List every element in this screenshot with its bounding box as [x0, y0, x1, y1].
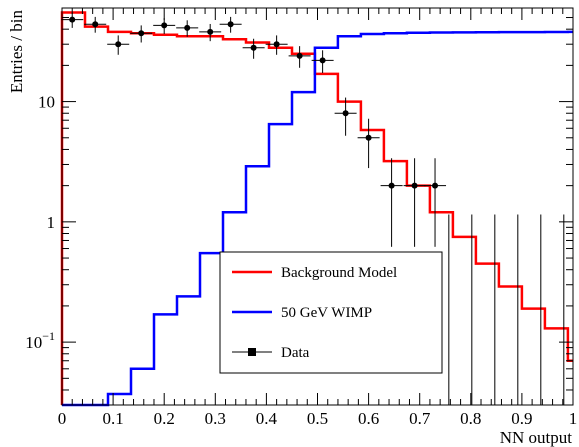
legend-label-50-gev-wimp: 50 GeV WIMP — [281, 305, 372, 321]
data-point — [365, 134, 372, 141]
series-50-gev-wimp-line — [62, 30, 573, 407]
axes: 0 0.1 0.2 0.3 0.4 0.5 0.6 0.7 0.8 0.9 1 10−1 1 10 — [25, 7, 578, 428]
data-point — [319, 57, 326, 64]
data-point — [388, 182, 395, 189]
legend-label-data: Data — [281, 345, 310, 361]
x-tick-label: 0.6 — [358, 409, 379, 428]
data-point — [273, 41, 280, 48]
data-point — [138, 30, 145, 37]
y-axis-title: Entries / bin — [7, 10, 26, 94]
x-tick-label: 0.5 — [307, 409, 328, 428]
data-point — [161, 22, 168, 29]
y-tick-label: 10−1 — [25, 329, 55, 352]
y-tick-label: 1 — [47, 213, 56, 232]
x-tick-label: 0.4 — [256, 409, 278, 428]
x-tick-label: 0.2 — [154, 409, 175, 428]
x-tick-label: 0.7 — [409, 409, 431, 428]
data-point — [207, 28, 214, 35]
data-point — [69, 16, 76, 23]
plot-area — [60, 11, 573, 407]
x-axis-title: NN output — [500, 428, 573, 447]
data-point — [296, 52, 303, 59]
legend: Background Model 50 GeV WIMP Data — [219, 251, 443, 374]
data-point — [227, 21, 234, 28]
data-point — [411, 182, 418, 189]
legend-label-background-model: Background Model — [281, 265, 397, 281]
data-point — [92, 21, 99, 28]
data-point — [432, 182, 439, 189]
data-point — [184, 24, 191, 31]
data-point — [250, 44, 257, 51]
x-tick-label: 0.3 — [205, 409, 226, 428]
x-tick-label: 1 — [569, 409, 578, 428]
legend-marker-data — [248, 348, 256, 356]
x-tick-label: 0.9 — [511, 409, 532, 428]
data-point — [342, 110, 349, 117]
x-tick-label: 0.8 — [460, 409, 481, 428]
data-point — [115, 41, 122, 48]
x-tick-label: 0 — [58, 409, 67, 428]
y-tick-label: 10 — [38, 93, 55, 112]
x-tick-label: 0.1 — [102, 409, 123, 428]
